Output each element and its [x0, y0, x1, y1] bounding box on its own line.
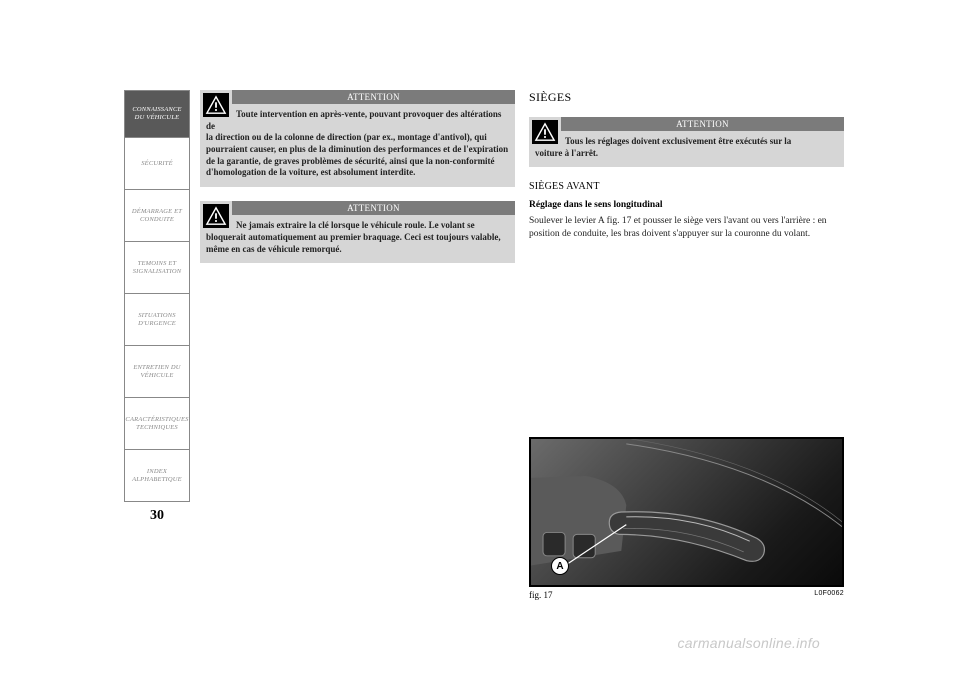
figure-marker-a: A: [551, 557, 569, 575]
warning-body: Toute intervention en après-vente, pouva…: [200, 104, 515, 187]
subsection-title: SIÈGES AVANT: [529, 181, 844, 192]
sidebar-item-demarrage: DÉMARRAGE ET CONDUITE: [124, 190, 190, 242]
right-column: SIÈGES ATTENTION Tous les réglages doive…: [529, 90, 844, 600]
sidebar-item-index: INDEX ALPHABETIQUE: [124, 450, 190, 502]
body-text: Soulever le levier A fig. 17 et pousser …: [529, 215, 844, 241]
seat-illustration: [531, 439, 842, 585]
warning-triangle-icon: [532, 120, 558, 144]
warning-header: ATTENTION: [232, 201, 515, 215]
figure-caption: fig. 17 L0F0062: [529, 587, 844, 600]
sidebar-item-securite: SÉCURITÉ: [124, 138, 190, 190]
sidebar-nav: CONNAISSANCE DU VÉHICULE SÉCURITÉ DÉMARR…: [124, 90, 190, 600]
warning-box-2: ATTENTION Ne jamais extraire la clé lors…: [200, 201, 515, 263]
warning-triangle-icon: [203, 93, 229, 117]
content-area: ATTENTION Toute intervention en après-ve…: [190, 90, 844, 600]
sidebar-item-connaissance: CONNAISSANCE DU VÉHICULE: [124, 90, 190, 138]
warning-box-1: ATTENTION Toute intervention en après-ve…: [200, 90, 515, 187]
warning-body-rest: bloquerait automatiquement au premier br…: [206, 232, 509, 255]
figure-label: fig. 17: [529, 590, 553, 600]
warning-body-rest: voiture à l'arrêt.: [535, 148, 838, 160]
page-container: CONNAISSANCE DU VÉHICULE SÉCURITÉ DÉMARR…: [124, 90, 844, 600]
warning-body: Tous les réglages doivent exclusivement …: [529, 131, 844, 167]
sidebar-item-temoins: TEMOINS ET SIGNALISATION: [124, 242, 190, 294]
warning-body-line1: Toute intervention en après-vente, pouva…: [206, 109, 509, 132]
warning-header: ATTENTION: [561, 117, 844, 131]
warning-body-line1: Tous les réglages doivent exclusivement …: [535, 136, 838, 148]
figure-17: A: [529, 437, 844, 587]
watermark: carmanualsonline.info: [678, 635, 821, 651]
warning-body-line1: Ne jamais extraire la clé lorsque le véh…: [206, 220, 509, 232]
sidebar-item-urgence: SITUATIONS D'URGENCE: [124, 294, 190, 346]
figure-code: L0F0062: [814, 590, 844, 600]
page-number: 30: [124, 508, 190, 524]
sub-subsection-title: Réglage dans le sens longitudinal: [529, 200, 844, 210]
sidebar-item-entretien: ENTRETIEN DU VÉHICULE: [124, 346, 190, 398]
section-title-sieges: SIÈGES: [529, 90, 844, 105]
warning-body: Ne jamais extraire la clé lorsque le véh…: [200, 215, 515, 263]
left-column: ATTENTION Toute intervention en après-ve…: [200, 90, 515, 600]
sidebar-item-caracteristiques: CARACTÉRISTIQUES TECHNIQUES: [124, 398, 190, 450]
warning-body-rest: la direction ou de la colonne de directi…: [206, 132, 509, 179]
warning-box-3: ATTENTION Tous les réglages doivent excl…: [529, 117, 844, 167]
warning-triangle-icon: [203, 204, 229, 228]
warning-header: ATTENTION: [232, 90, 515, 104]
